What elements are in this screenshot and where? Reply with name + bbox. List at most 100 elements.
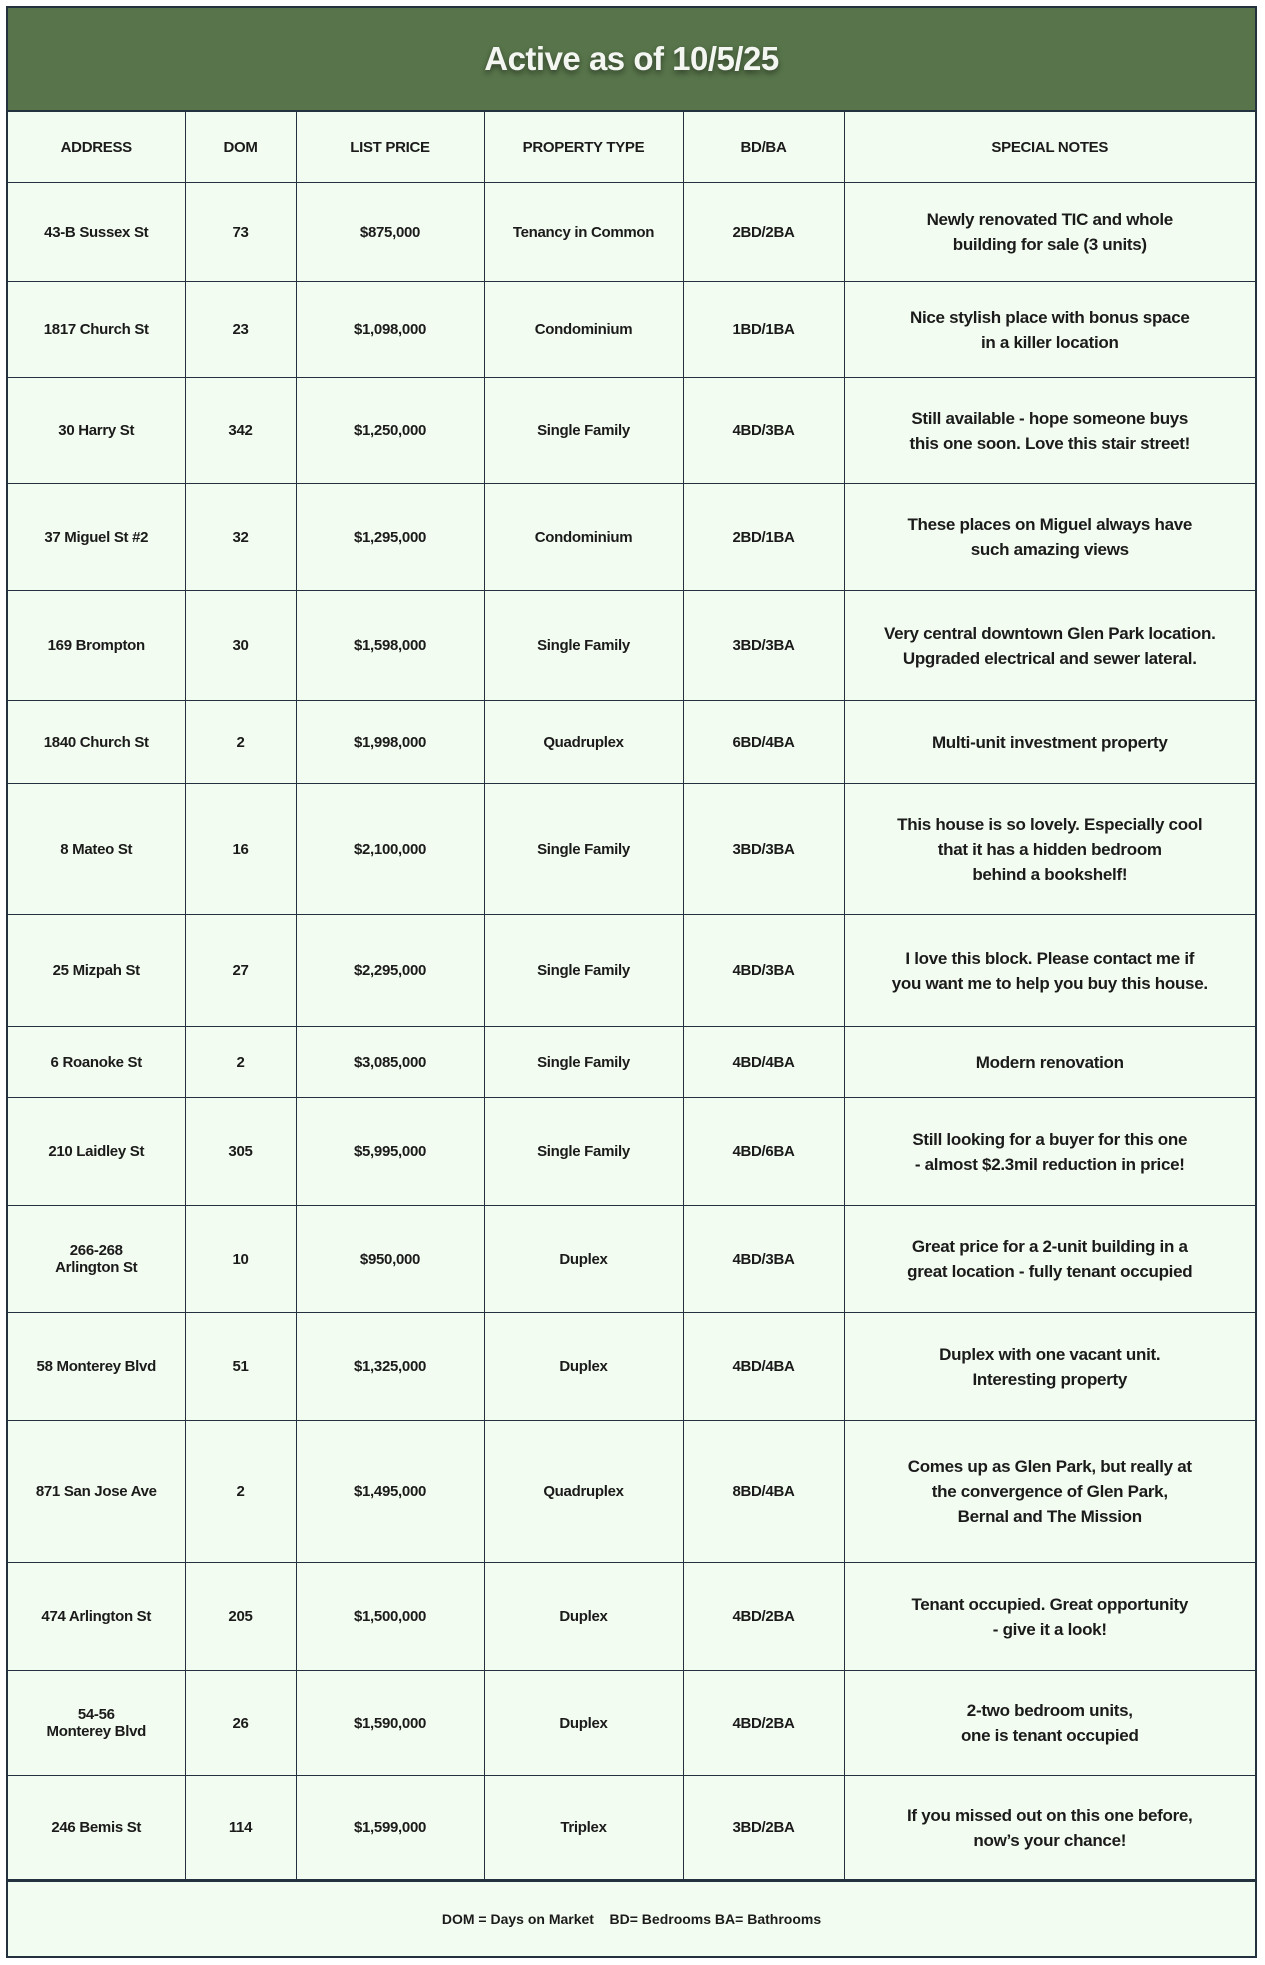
bd-ba-cell: 4BD/4BA <box>682 1312 845 1421</box>
list-price-cell: $3,085,000 <box>295 1026 485 1098</box>
special-notes-cell: These places on Miguel always have such … <box>843 483 1255 591</box>
table-row: 6 Roanoke St 2 $3,085,000 Single Family 4BD/… <box>8 1026 1255 1098</box>
special-notes-cell: 2-two bedroom units, one is tenant occup… <box>843 1670 1255 1776</box>
property-type-cell: Duplex <box>483 1205 684 1313</box>
property-type-cell: Single Family <box>483 783 684 915</box>
dom-cell: 114 <box>184 1775 297 1880</box>
table-row: 474 Arlington St 205 $1,500,000 Duplex 4BD/2… <box>8 1562 1255 1671</box>
special-notes-cell: Newly renovated TIC and whole building f… <box>843 182 1255 282</box>
table-row: 30 Harry St 342 $1,250,000 Single Family 4BD… <box>8 377 1255 484</box>
address-cell: 30 Harry St <box>8 377 186 484</box>
property-type-cell: Single Family <box>483 377 684 484</box>
bd-ba-cell: 3BD/3BA <box>682 590 845 701</box>
list-price-cell: $950,000 <box>295 1205 485 1313</box>
property-type-cell: Single Family <box>483 1097 684 1206</box>
dom-cell: 305 <box>184 1097 297 1206</box>
bd-ba-cell: 4BD/3BA <box>682 914 845 1027</box>
bd-ba-cell: 4BD/4BA <box>682 1026 845 1098</box>
property-type-cell: Duplex <box>483 1670 684 1776</box>
dom-cell: 32 <box>184 483 297 591</box>
address-cell: 1817 Church St <box>8 281 186 378</box>
property-type-cell: Condominium <box>483 483 684 591</box>
special-notes-cell: Nice stylish place with bonus space in a… <box>843 281 1255 378</box>
address-cell: 43-B Sussex St <box>8 182 186 282</box>
listings-table: ADDRESS DOM LIST PRICE PROPERTY TYPE BD/… <box>8 112 1255 1880</box>
address-cell: 871 San Jose Ave <box>8 1420 186 1563</box>
table-row: 8 Mateo St 16 $2,100,000 Single Family 3BD/3… <box>8 783 1255 915</box>
list-price-cell: $5,995,000 <box>295 1097 485 1206</box>
bd-ba-cell: 3BD/2BA <box>682 1775 845 1880</box>
list-price-cell: $1,295,000 <box>295 483 485 591</box>
property-type-cell: Duplex <box>483 1562 684 1671</box>
dom-cell: 73 <box>184 182 297 282</box>
special-notes-cell: Great price for a 2-unit building in a g… <box>843 1205 1255 1313</box>
dom-cell: 2 <box>184 1026 297 1098</box>
property-type-cell: Single Family <box>483 1026 684 1098</box>
table-row: 871 San Jose Ave 2 $1,495,000 Quadruplex 8BD… <box>8 1420 1255 1563</box>
address-cell: 58 Monterey Blvd <box>8 1312 186 1421</box>
dom-cell: 23 <box>184 281 297 378</box>
page-title: Active as of 10/5/25 <box>484 40 779 77</box>
table-row: 25 Mizpah St 27 $2,295,000 Single Family 4BD… <box>8 914 1255 1027</box>
address-cell: 266-268 Arlington St <box>8 1205 186 1313</box>
header-row: ADDRESS DOM LIST PRICE PROPERTY TYPE BD/… <box>8 112 1255 183</box>
table-row: 54-56 Monterey Blvd 26 $1,590,000 Duplex 4BD… <box>8 1670 1255 1776</box>
dom-cell: 26 <box>184 1670 297 1776</box>
property-type-cell: Quadruplex <box>483 1420 684 1563</box>
bd-ba-cell: 4BD/6BA <box>682 1097 845 1206</box>
dom-cell: 30 <box>184 590 297 701</box>
list-price-cell: $1,250,000 <box>295 377 485 484</box>
dom-cell: 342 <box>184 377 297 484</box>
column-header-property-type: PROPERTY TYPE <box>483 112 684 183</box>
bd-ba-cell: 6BD/4BA <box>682 700 845 784</box>
list-price-cell: $2,100,000 <box>295 783 485 915</box>
property-type-cell: Triplex <box>483 1775 684 1880</box>
address-cell: 1840 Church St <box>8 700 186 784</box>
list-price-cell: $1,495,000 <box>295 1420 485 1563</box>
table-row: 1840 Church St 2 $1,998,000 Quadruplex 6BD/4… <box>8 700 1255 784</box>
table-row: 37 Miguel St #2 32 $1,295,000 Condominium 2B… <box>8 483 1255 591</box>
special-notes-cell: Duplex with one vacant unit. Interesting… <box>843 1312 1255 1421</box>
address-cell: 6 Roanoke St <box>8 1026 186 1098</box>
dom-cell: 16 <box>184 783 297 915</box>
table-row: 266-268 Arlington St 10 $950,000 Duplex 4BD/… <box>8 1205 1255 1313</box>
special-notes-cell: Still available - hope someone buys this… <box>843 377 1255 484</box>
column-header-address: ADDRESS <box>8 112 186 183</box>
table-row: 169 Brompton 30 $1,598,000 Single Family 3BD… <box>8 590 1255 701</box>
property-type-cell: Duplex <box>483 1312 684 1421</box>
list-price-cell: $875,000 <box>295 182 485 282</box>
table-row: 58 Monterey Blvd 51 $1,325,000 Duplex 4BD/4B… <box>8 1312 1255 1421</box>
column-header-dom: DOM <box>184 112 297 183</box>
bd-ba-cell: 4BD/3BA <box>682 377 845 484</box>
address-cell: 54-56 Monterey Blvd <box>8 1670 186 1776</box>
address-cell: 474 Arlington St <box>8 1562 186 1671</box>
dom-cell: 205 <box>184 1562 297 1671</box>
special-notes-cell: Tenant occupied. Great opportunity - giv… <box>843 1562 1255 1671</box>
property-type-cell: Single Family <box>483 590 684 701</box>
special-notes-cell: I love this block. Please contact me if … <box>843 914 1255 1027</box>
property-type-cell: Tenancy in Common <box>483 182 684 282</box>
table-row: 246 Bemis St 114 $1,599,000 Triplex 3BD/2BA I… <box>8 1775 1255 1880</box>
list-price-cell: $1,598,000 <box>295 590 485 701</box>
table-row: 210 Laidley St 305 $5,995,000 Single Family… <box>8 1097 1255 1206</box>
special-notes-cell: This house is so lovely. Especially cool… <box>843 783 1255 915</box>
address-cell: 246 Bemis St <box>8 1775 186 1880</box>
special-notes-cell: Comes up as Glen Park, but really at the… <box>843 1420 1255 1563</box>
special-notes-cell: Modern renovation <box>843 1026 1255 1098</box>
bd-ba-cell: 4BD/2BA <box>682 1562 845 1671</box>
list-price-cell: $1,098,000 <box>295 281 485 378</box>
bd-ba-cell: 2BD/1BA <box>682 483 845 591</box>
column-header-list-price: LIST PRICE <box>295 112 485 183</box>
address-cell: 8 Mateo St <box>8 783 186 915</box>
special-notes-cell: Still looking for a buyer for this one -… <box>843 1097 1255 1206</box>
bd-ba-cell: 4BD/3BA <box>682 1205 845 1313</box>
dom-cell: 2 <box>184 700 297 784</box>
dom-cell: 2 <box>184 1420 297 1563</box>
special-notes-cell: Multi-unit investment property <box>843 700 1255 784</box>
property-type-cell: Quadruplex <box>483 700 684 784</box>
dom-cell: 10 <box>184 1205 297 1313</box>
list-price-cell: $1,998,000 <box>295 700 485 784</box>
property-type-cell: Single Family <box>483 914 684 1027</box>
address-cell: 210 Laidley St <box>8 1097 186 1206</box>
column-header-bd-ba: BD/BA <box>682 112 845 183</box>
